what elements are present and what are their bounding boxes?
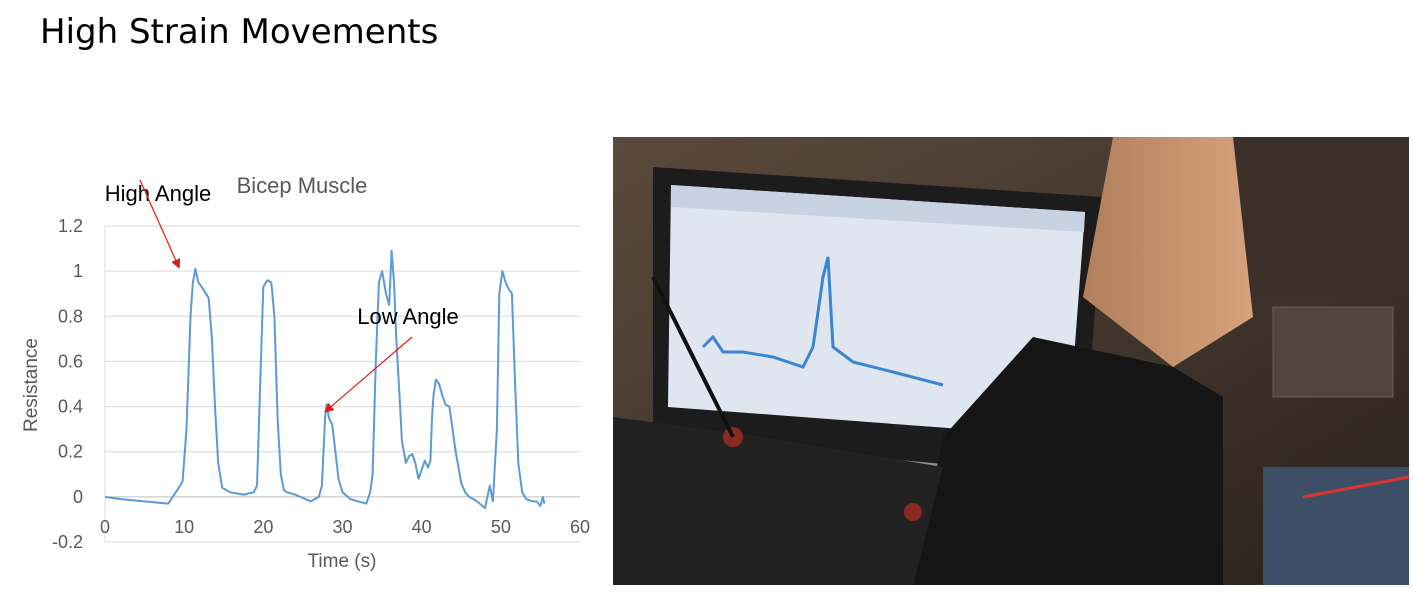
arbin-instrument (1272, 306, 1394, 398)
x-tick-label: 10 (174, 517, 194, 537)
y-tick-label: 0.8 (58, 306, 83, 326)
y-tick-label: 1 (73, 261, 83, 281)
chart-title: Bicep Muscle (237, 173, 368, 198)
sensor-wire (651, 276, 735, 438)
y-axis-label: Resistance (21, 338, 42, 432)
annotation-arrow (139, 179, 181, 269)
app-toolbar (671, 185, 1085, 232)
screen-plot-line (701, 256, 944, 387)
forearm-sensor-photo (613, 137, 1409, 585)
compression-sleeve (913, 337, 1223, 585)
bicep-resistance-chart: -0.2 0 0.2 0.4 0.6 0.8 1 1.2 0 10 20 30 40 50 60 High… (21, 173, 590, 572)
strap-band (613, 417, 943, 585)
x-axis-label: Time (s) (308, 551, 377, 572)
forearm (1083, 137, 1253, 367)
y-tick-label: 0.2 (58, 442, 83, 462)
y-tick-label: -0.2 (52, 532, 83, 552)
annotation-arrow (324, 336, 413, 413)
x-tick-label: 20 (253, 517, 273, 537)
y-tick-label: 1.2 (58, 216, 83, 236)
y-tick-label: 0.4 (58, 397, 83, 417)
x-tick-label: 30 (332, 517, 352, 537)
laptop-screen (668, 185, 1085, 437)
y-tick-label: 0 (73, 487, 83, 507)
lab-scene-illustration (613, 137, 1409, 585)
sensor-electrode (904, 503, 922, 521)
y-tick-label: 0.6 (58, 351, 83, 371)
x-tick-label: 50 (491, 517, 511, 537)
series-line (104, 249, 546, 510)
annotation-label: Low Angle (357, 304, 459, 329)
x-tick-label: 0 (100, 517, 110, 537)
red-clip-lead (1302, 475, 1409, 499)
x-tick-label: 40 (412, 517, 432, 537)
potentiostat-box (1263, 467, 1409, 585)
x-tick-label: 60 (570, 517, 590, 537)
annotation-label: High Angle (105, 181, 211, 206)
slide-title: High Strain Movements (40, 12, 439, 52)
